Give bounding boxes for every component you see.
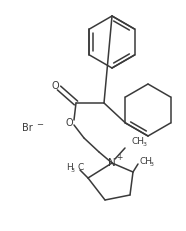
Text: CH: CH <box>139 158 152 167</box>
Text: CH: CH <box>132 137 145 146</box>
Text: H: H <box>66 164 73 173</box>
Text: O: O <box>65 118 73 128</box>
Text: 3: 3 <box>150 162 154 167</box>
Text: C: C <box>78 164 84 173</box>
Text: Br: Br <box>22 123 33 133</box>
Text: O: O <box>51 81 59 91</box>
Text: −: − <box>36 121 43 130</box>
Text: N: N <box>108 158 116 168</box>
Text: +: + <box>116 154 122 162</box>
Text: 3: 3 <box>71 168 75 173</box>
Text: 3: 3 <box>143 142 147 146</box>
